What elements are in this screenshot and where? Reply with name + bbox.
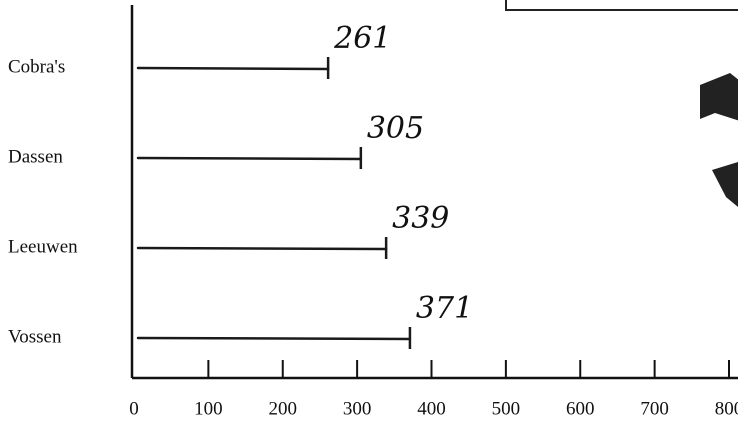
x-tick-label: 300 xyxy=(343,398,372,419)
value-label: 339 xyxy=(392,201,449,236)
x-tick-label: 400 xyxy=(417,398,446,419)
x-tick-label: 700 xyxy=(640,398,669,419)
x-tick-label: 100 xyxy=(194,398,223,419)
bar xyxy=(136,156,363,161)
y-tick-label: Dassen xyxy=(8,146,63,167)
x-tick-label: 600 xyxy=(566,398,595,419)
x-tick-label: 800 xyxy=(715,398,738,419)
value-label: 305 xyxy=(367,111,424,146)
scan-artifact xyxy=(700,73,738,121)
x-tick-label: 200 xyxy=(269,398,298,419)
answer-box xyxy=(505,0,738,11)
x-tick-label: 0 xyxy=(129,398,139,419)
scan-artifact xyxy=(712,162,738,207)
x-tick-label: 500 xyxy=(492,398,521,419)
y-tick-label: Cobra's xyxy=(8,56,65,77)
value-label: 371 xyxy=(416,291,473,326)
bar xyxy=(136,336,412,341)
y-tick-label: Vossen xyxy=(8,326,62,347)
bar xyxy=(136,246,388,251)
bar xyxy=(136,66,330,71)
y-tick-label: Leeuwen xyxy=(8,236,78,257)
value-label: 261 xyxy=(333,21,391,56)
